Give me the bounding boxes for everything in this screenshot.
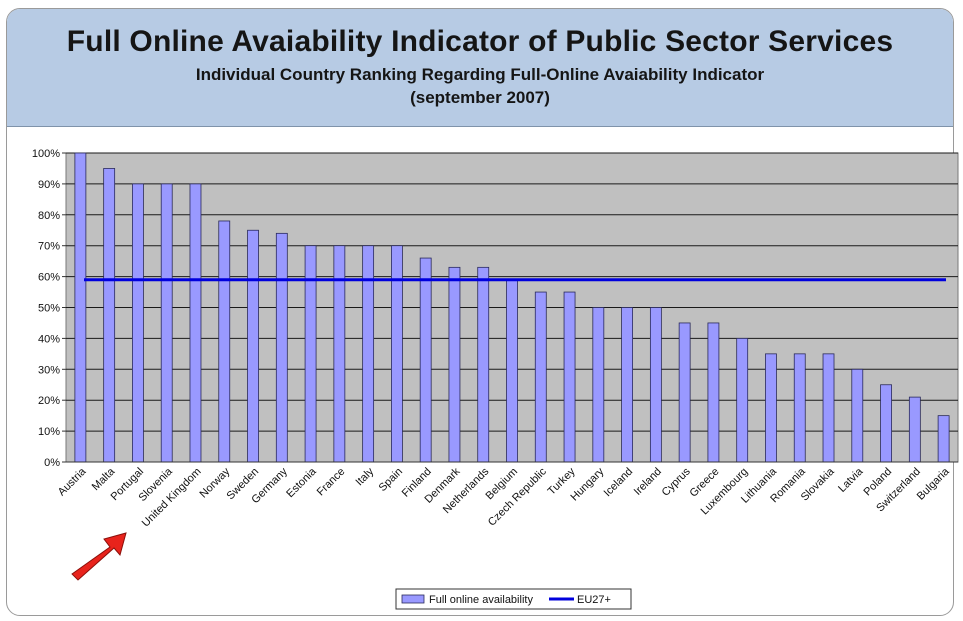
bar-czech-republic bbox=[535, 292, 546, 462]
legend-bar-swatch bbox=[402, 595, 424, 603]
x-tick-label: Austria bbox=[56, 465, 89, 498]
bar-ireland bbox=[650, 308, 661, 463]
bar-switzerland bbox=[909, 397, 920, 462]
y-tick-label: 20% bbox=[38, 395, 60, 407]
y-tick-label: 0% bbox=[44, 457, 60, 469]
bar-united-kingdom bbox=[190, 184, 201, 462]
y-tick-label: 30% bbox=[38, 364, 60, 376]
bar-luxembourg bbox=[737, 338, 748, 462]
y-tick-label: 40% bbox=[38, 333, 60, 345]
x-tick-label: Ireland bbox=[632, 466, 664, 498]
bar-netherlands bbox=[478, 267, 489, 462]
bar-lithuania bbox=[765, 354, 776, 462]
bar-bulgaria bbox=[938, 416, 949, 462]
y-tick-label: 80% bbox=[38, 210, 60, 222]
x-tick-label: France bbox=[315, 466, 348, 499]
bar-sweden bbox=[248, 230, 259, 462]
y-tick-label: 70% bbox=[38, 241, 60, 253]
y-tick-label: 10% bbox=[38, 426, 60, 438]
y-tick-label: 100% bbox=[32, 148, 60, 160]
bar-turkey bbox=[564, 292, 575, 462]
x-tick-label: Bulgaria bbox=[915, 465, 953, 503]
y-tick-label: 90% bbox=[38, 179, 60, 191]
bar-portugal bbox=[132, 184, 143, 462]
bar-iceland bbox=[622, 308, 633, 463]
bar-france bbox=[334, 246, 345, 462]
bar-spain bbox=[391, 246, 402, 462]
bar-greece bbox=[708, 323, 719, 462]
bar-romania bbox=[794, 354, 805, 462]
bar-norway bbox=[219, 221, 230, 462]
bar-slovakia bbox=[823, 354, 834, 462]
legend-label-line: EU27+ bbox=[577, 594, 611, 606]
bar-malta bbox=[104, 168, 115, 462]
bar-finland bbox=[420, 258, 431, 462]
bar-estonia bbox=[305, 246, 316, 462]
x-tick-label: Iceland bbox=[602, 466, 636, 500]
bar-slovenia bbox=[161, 184, 172, 462]
bar-hungary bbox=[593, 308, 604, 463]
y-tick-label: 60% bbox=[38, 272, 60, 284]
bar-cyprus bbox=[679, 323, 690, 462]
x-tick-label: Cyprus bbox=[660, 465, 693, 498]
bar-italy bbox=[363, 246, 374, 462]
bar-poland bbox=[881, 385, 892, 462]
bar-denmark bbox=[449, 267, 460, 462]
y-tick-label: 50% bbox=[38, 303, 60, 315]
bar-belgium bbox=[507, 280, 518, 462]
bar-austria bbox=[75, 153, 86, 462]
bar-germany bbox=[276, 233, 287, 462]
bar-latvia bbox=[852, 369, 863, 462]
legend-label-bars: Full online availability bbox=[429, 594, 533, 606]
highlight-arrow-icon bbox=[72, 533, 126, 580]
x-tick-label: Italy bbox=[353, 465, 376, 488]
x-tick-label: Estonia bbox=[284, 465, 319, 500]
